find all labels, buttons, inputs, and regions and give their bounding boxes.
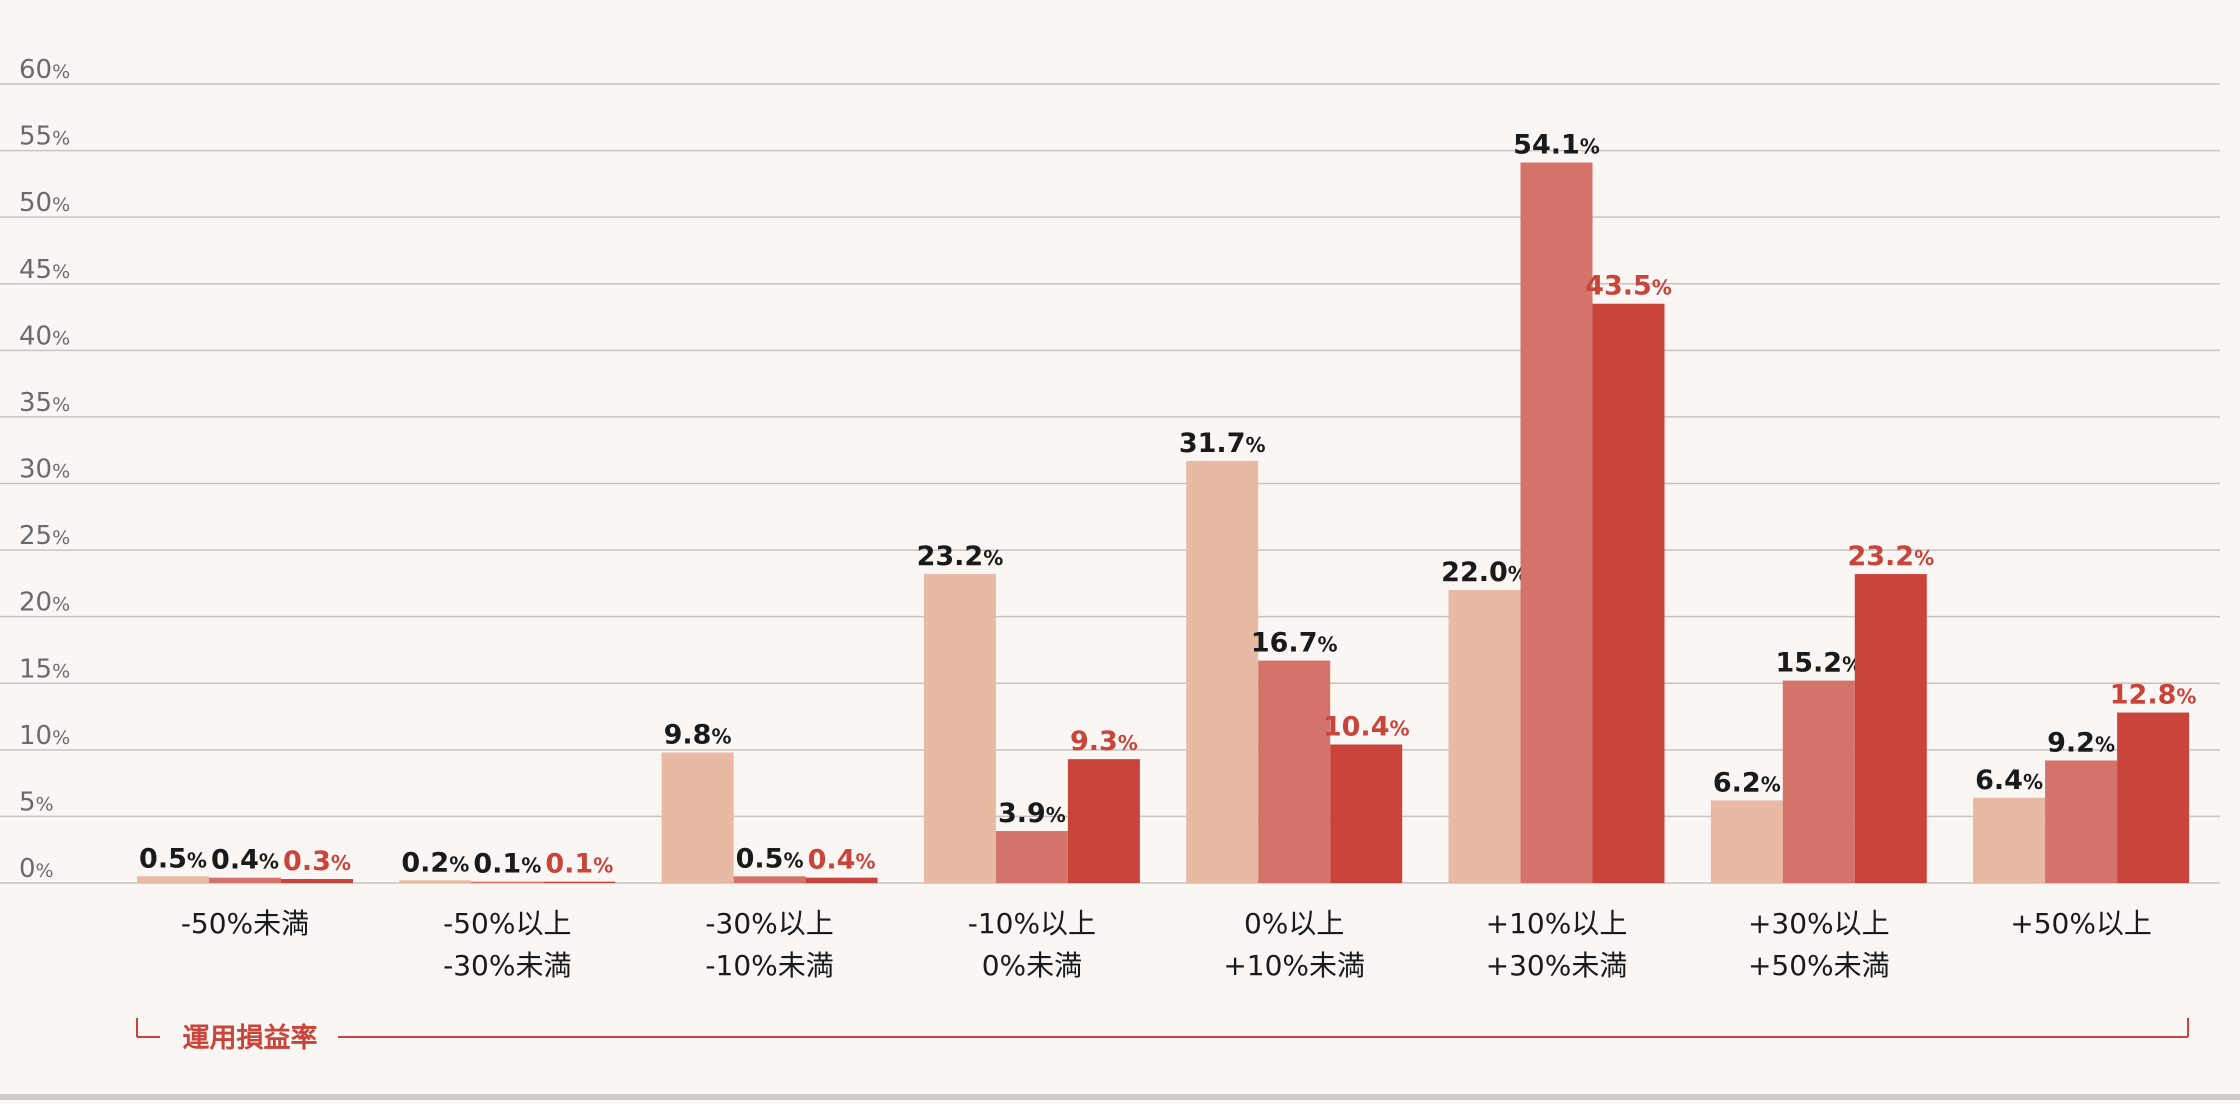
x-tick-label: +30%以上 <box>1748 907 1890 940</box>
bar <box>399 880 472 883</box>
x-tick-label: 0%以上 <box>1244 907 1344 940</box>
bar-value-label: 0.4% <box>808 845 876 876</box>
y-tick-label: 30% <box>19 455 70 485</box>
bar-value-label: 15.2% <box>1775 648 1862 679</box>
x-tick-label: +50%未満 <box>1748 949 1890 982</box>
bar <box>1186 460 1259 883</box>
bar <box>805 877 878 883</box>
x-axis-label: 運用損益率 <box>183 1022 318 1054</box>
x-tick-label: +30%未満 <box>1486 949 1628 982</box>
y-tick-label: 35% <box>19 388 70 418</box>
bar <box>543 881 616 883</box>
bar <box>1854 574 1927 883</box>
bar <box>995 831 1068 883</box>
x-tick-label: -10%以上 <box>968 907 1096 940</box>
y-tick-label: 40% <box>19 321 70 351</box>
x-tick-label: -10%未満 <box>705 949 833 982</box>
bar-value-label: 23.2% <box>917 541 1004 572</box>
bar-value-label: 0.1% <box>545 849 613 880</box>
y-tick-label: 10% <box>19 721 70 751</box>
bar <box>733 876 806 883</box>
x-tick-label: +10%以上 <box>1486 907 1628 940</box>
bar-value-label: 54.1% <box>1513 130 1600 161</box>
bar-value-label: 0.5% <box>139 843 207 874</box>
x-tick-label: +50%以上 <box>2010 907 2152 940</box>
bar <box>1592 303 1665 884</box>
bar-value-label: 12.8% <box>2110 680 2197 711</box>
x-tick-label: +10%未満 <box>1223 949 1365 982</box>
y-tick-label: 0% <box>19 854 54 884</box>
x-tick-label: -30%以上 <box>705 907 833 940</box>
x-tick-label: -50%未満 <box>181 907 309 940</box>
bar <box>1710 800 1783 883</box>
bar-value-label: 16.7% <box>1251 628 1338 659</box>
bar <box>923 574 996 883</box>
bar-value-label: 3.9% <box>998 798 1066 829</box>
y-tick-label: 15% <box>19 654 70 684</box>
bar-value-label: 0.2% <box>401 847 469 878</box>
bar <box>1782 680 1855 883</box>
bar <box>2045 760 2118 883</box>
y-tick-label: 50% <box>19 188 70 218</box>
bar <box>1330 744 1403 883</box>
bar-value-label: 6.4% <box>1975 765 2043 796</box>
bar-value-label: 10.4% <box>1323 712 1410 743</box>
x-tick-label: -30%未満 <box>443 949 571 982</box>
y-tick-label: 5% <box>19 787 54 817</box>
bar-value-label: 0.1% <box>473 849 541 880</box>
bar-value-label: 0.5% <box>736 843 804 874</box>
bar <box>281 879 353 883</box>
x-tick-label: 0%未満 <box>982 949 1082 982</box>
bar-value-label: 22.0% <box>1441 557 1528 588</box>
bar-value-label: 9.2% <box>2047 727 2115 758</box>
bar-value-label: 23.2% <box>1847 541 1934 572</box>
bar-value-label: 9.8% <box>664 719 732 750</box>
bar <box>209 877 281 883</box>
y-tick-label: 45% <box>19 255 70 285</box>
bar <box>2117 712 2190 883</box>
y-tick-label: 20% <box>19 588 70 618</box>
bar <box>137 876 209 883</box>
bar <box>1448 590 1521 883</box>
y-tick-label: 60% <box>19 55 70 85</box>
bar <box>1520 162 1593 883</box>
bar <box>1973 797 2046 883</box>
bar <box>1067 759 1140 883</box>
bar-value-label: 0.4% <box>211 845 279 876</box>
bar-value-label: 43.5% <box>1585 271 1672 302</box>
y-tick-label: 55% <box>19 122 70 152</box>
bar <box>1258 660 1331 883</box>
bar <box>471 881 544 883</box>
bar <box>661 752 734 883</box>
bar-value-label: 6.2% <box>1713 767 1781 798</box>
y-tick-label: 25% <box>19 521 70 551</box>
bar-value-label: 9.3% <box>1070 726 1138 757</box>
x-tick-label: -50%以上 <box>443 907 571 940</box>
bar-value-label: 0.3% <box>283 846 351 877</box>
bottom-divider <box>0 1094 2240 1100</box>
bar-value-label: 31.7% <box>1179 428 1266 459</box>
